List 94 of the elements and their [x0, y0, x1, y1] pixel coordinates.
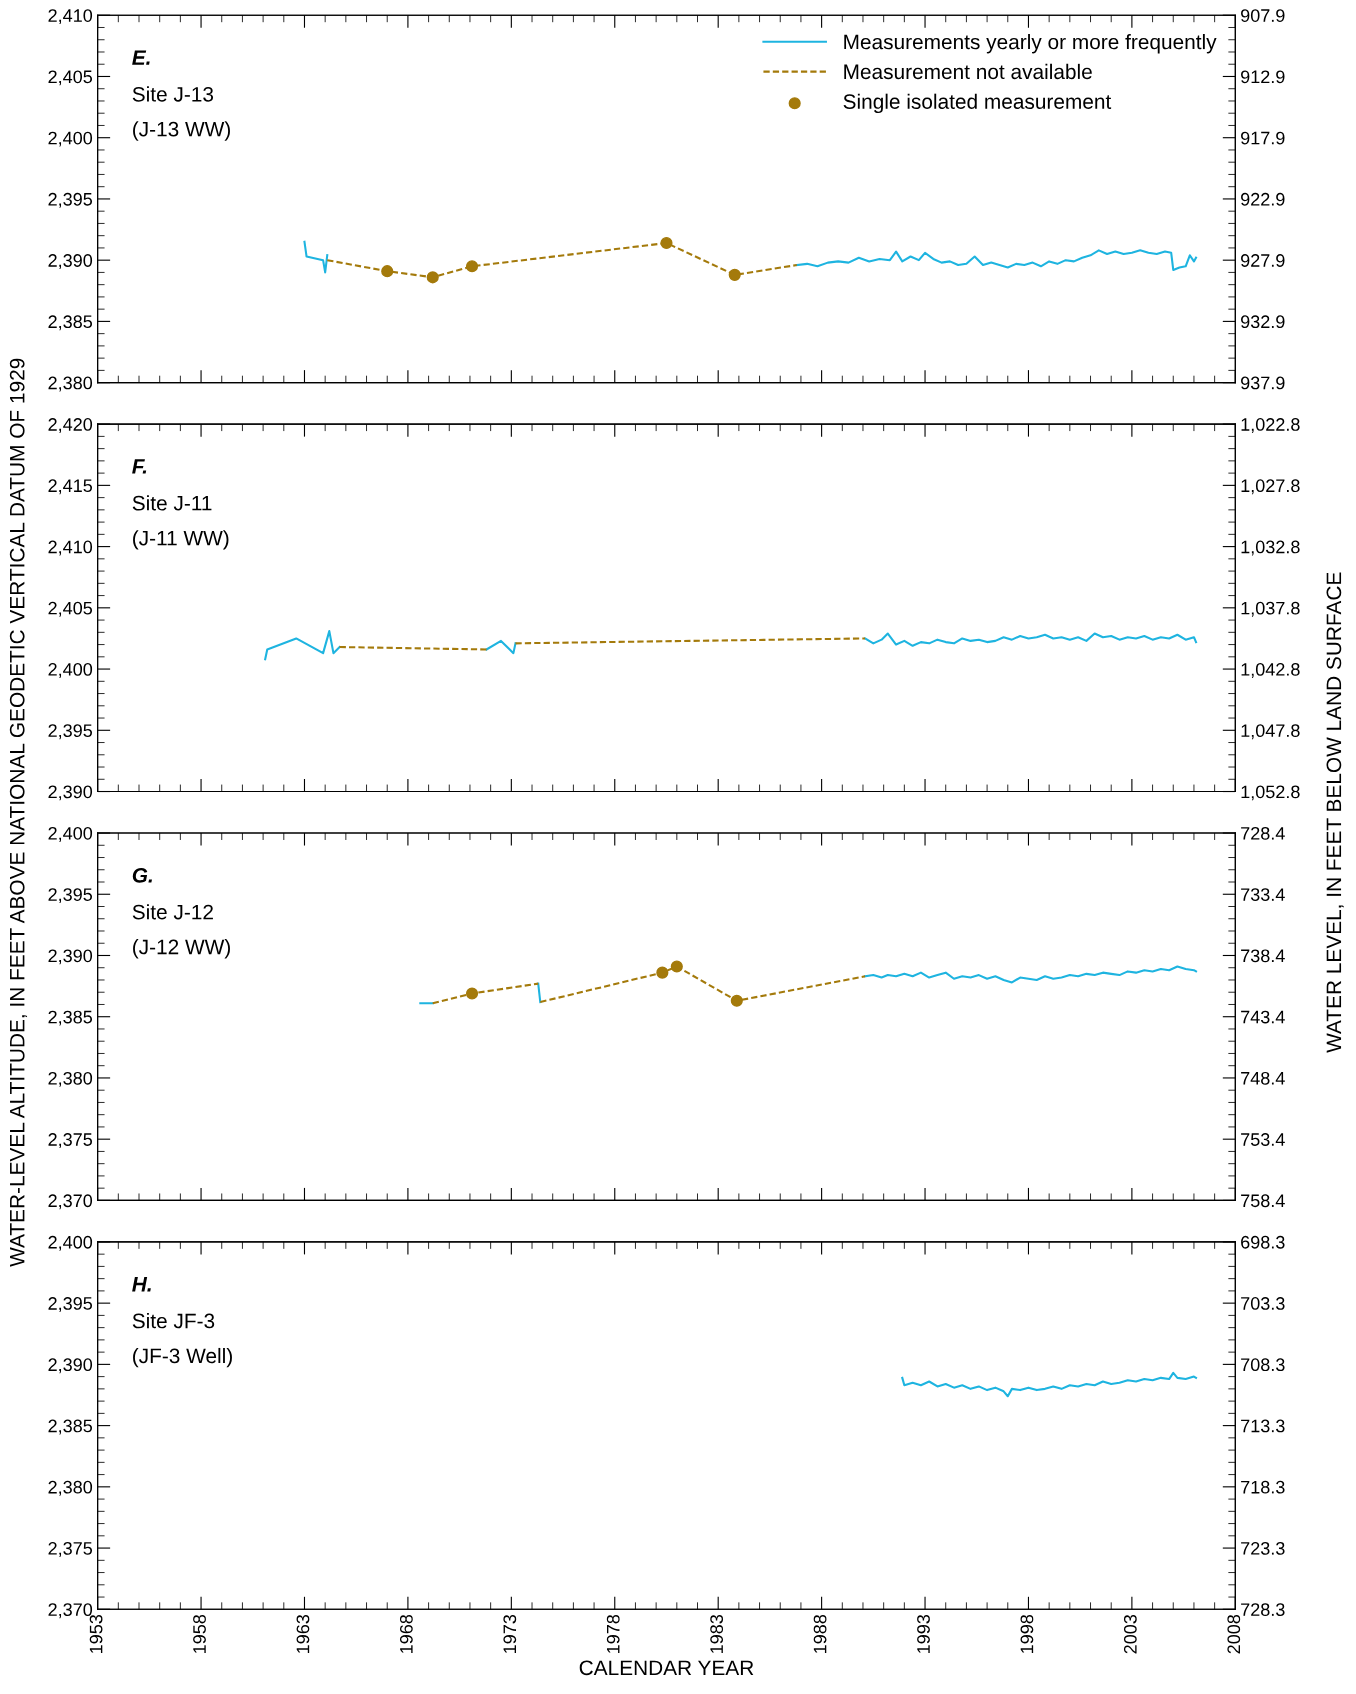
y-tick-label: 2,380 [48, 1071, 93, 1087]
y2-tick-label: 753.4 [1241, 1133, 1285, 1146]
annotation: (JF-3 Well) [133, 1347, 232, 1368]
text: G. [132, 867, 152, 883]
y-tick-label: 2,395 [48, 888, 93, 904]
text: E. [132, 50, 150, 65]
y2-tick-label: 907.9 [1241, 9, 1285, 22]
y-tick-label: 2,390 [48, 785, 93, 801]
y-tick-label: 2,380 [48, 376, 93, 392]
y2-axis-title: WATER LEVEL, IN FEET BELOW LAND SURFACE [1326, 572, 1344, 1053]
x-tick-label: 1998 [1020, 1614, 1034, 1653]
y-axis-title: WATER-LEVEL ALTITUDE, IN FEET ABOVE NATIONAL GEODETIC VERTICAL DATUM OF 1929 [9, 358, 28, 1267]
y2-tick-label: 738.4 [1241, 949, 1285, 963]
y2-tick-label: 937.9 [1241, 376, 1285, 390]
y-tick-label: 2,390 [48, 949, 93, 965]
y2-tick-label: 723.3 [1241, 1542, 1285, 1555]
y2-tick-label: 1,042.8 [1241, 662, 1300, 678]
y-tick-label: 2,395 [48, 192, 93, 208]
x-tick-label: 1993 [917, 1614, 930, 1653]
y2-tick-label: 932.9 [1241, 315, 1285, 329]
y2-tick-label: 917.9 [1241, 131, 1285, 145]
point [670, 960, 683, 973]
y2-tick-label: 1,027.8 [1241, 479, 1300, 495]
point [660, 236, 673, 250]
point [730, 994, 743, 1007]
annotation: Site J-11 [132, 495, 212, 511]
x-tick-label: 1963 [296, 1614, 310, 1653]
y2-tick-label: 743.4 [1241, 1010, 1285, 1024]
y-tick-label: 2,385 [48, 1010, 93, 1026]
y2-tick-label: 922.9 [1241, 192, 1285, 206]
y-tick-label: 2,375 [48, 1133, 93, 1149]
y-tick-label: 2,390 [48, 1358, 93, 1374]
y2-tick-label: 758.4 [1241, 1194, 1285, 1208]
y2-tick-label: 912.9 [1241, 70, 1285, 84]
y2-tick-label: 927.9 [1241, 254, 1285, 267]
y2-tick-label: 1,037.8 [1241, 601, 1300, 617]
y-tick-label: 2,395 [48, 1297, 93, 1312]
y2-tick-label: 1,047.8 [1241, 724, 1300, 740]
annotation: (J-13 WW) [133, 121, 230, 141]
legend-label: Measurement not available [844, 63, 1092, 80]
y2-tick-label: 728.4 [1241, 826, 1285, 840]
annotation: Site JF-3 [132, 1313, 215, 1329]
x-tick-label: 1978 [606, 1614, 620, 1653]
y2-tick-label: 713.3 [1241, 1419, 1285, 1433]
y-tick-label: 2,405 [48, 70, 93, 86]
y2-tick-label: 703.3 [1241, 1297, 1285, 1310]
y-tick-label: 2,385 [48, 1419, 93, 1435]
y2-tick-label: 718.3 [1241, 1480, 1285, 1494]
legend-label: Single isolated measurement [843, 93, 1112, 114]
x-tick-label: 1988 [813, 1614, 827, 1653]
y-tick-label: 2,400 [48, 662, 93, 678]
y2-tick-label: 748.4 [1241, 1071, 1285, 1085]
y-tick-label: 2,410 [48, 9, 93, 25]
point [381, 265, 394, 278]
x-axis-title: CALENDAR YEAR [579, 1660, 754, 1676]
y-tick-label: 2,410 [48, 540, 93, 556]
x-tick-label: 1968 [399, 1614, 413, 1653]
x-tick-label: 1983 [710, 1614, 724, 1653]
text: F. [132, 459, 147, 474]
x-tick-label: 2008 [1227, 1614, 1241, 1654]
y2-tick-label: 698.3 [1241, 1235, 1285, 1249]
y-tick-label: 2,415 [48, 479, 93, 495]
annotation: (J-11 WW) [133, 530, 229, 550]
y-tick-label: 2,400 [48, 1235, 93, 1251]
y-tick-label: 2,420 [48, 418, 93, 433]
y-tick-label: 2,390 [48, 254, 93, 270]
text: H. [132, 1277, 151, 1292]
y-tick-label: 2,400 [48, 826, 93, 842]
line-series [901, 1371, 1198, 1398]
legend-label: Measurements yearly or more frequently [844, 34, 1217, 54]
point [465, 260, 479, 273]
annotation: Site J-12 [132, 904, 213, 920]
y-tick-label: 2,370 [48, 1194, 93, 1210]
annotation: (J-12 WW) [133, 939, 230, 959]
x-tick-label: 2003 [1123, 1614, 1137, 1654]
x-tick-label: 1958 [193, 1614, 206, 1653]
point [656, 966, 669, 979]
y-tick-label: 2,400 [48, 131, 93, 147]
point [426, 271, 439, 284]
y-tick-label: 2,375 [48, 1542, 93, 1557]
y2-tick-label: 728.3 [1241, 1603, 1285, 1617]
y2-tick-label: 1,032.8 [1241, 540, 1300, 556]
y2-tick-label: 708.3 [1241, 1358, 1285, 1372]
point [728, 268, 741, 281]
y-tick-label: 2,380 [48, 1480, 93, 1496]
y2-tick-label: 733.4 [1241, 888, 1285, 901]
x-tick-label: 1973 [503, 1614, 517, 1653]
y2-tick-label: 1,022.8 [1241, 418, 1300, 433]
point [465, 987, 479, 1000]
y-tick-label: 2,395 [48, 724, 93, 740]
y-tick-label: 2,405 [48, 601, 93, 617]
y2-tick-label: 1,052.8 [1241, 785, 1300, 801]
annotation: Site J-13 [132, 86, 214, 102]
y-tick-label: 2,385 [48, 315, 93, 331]
